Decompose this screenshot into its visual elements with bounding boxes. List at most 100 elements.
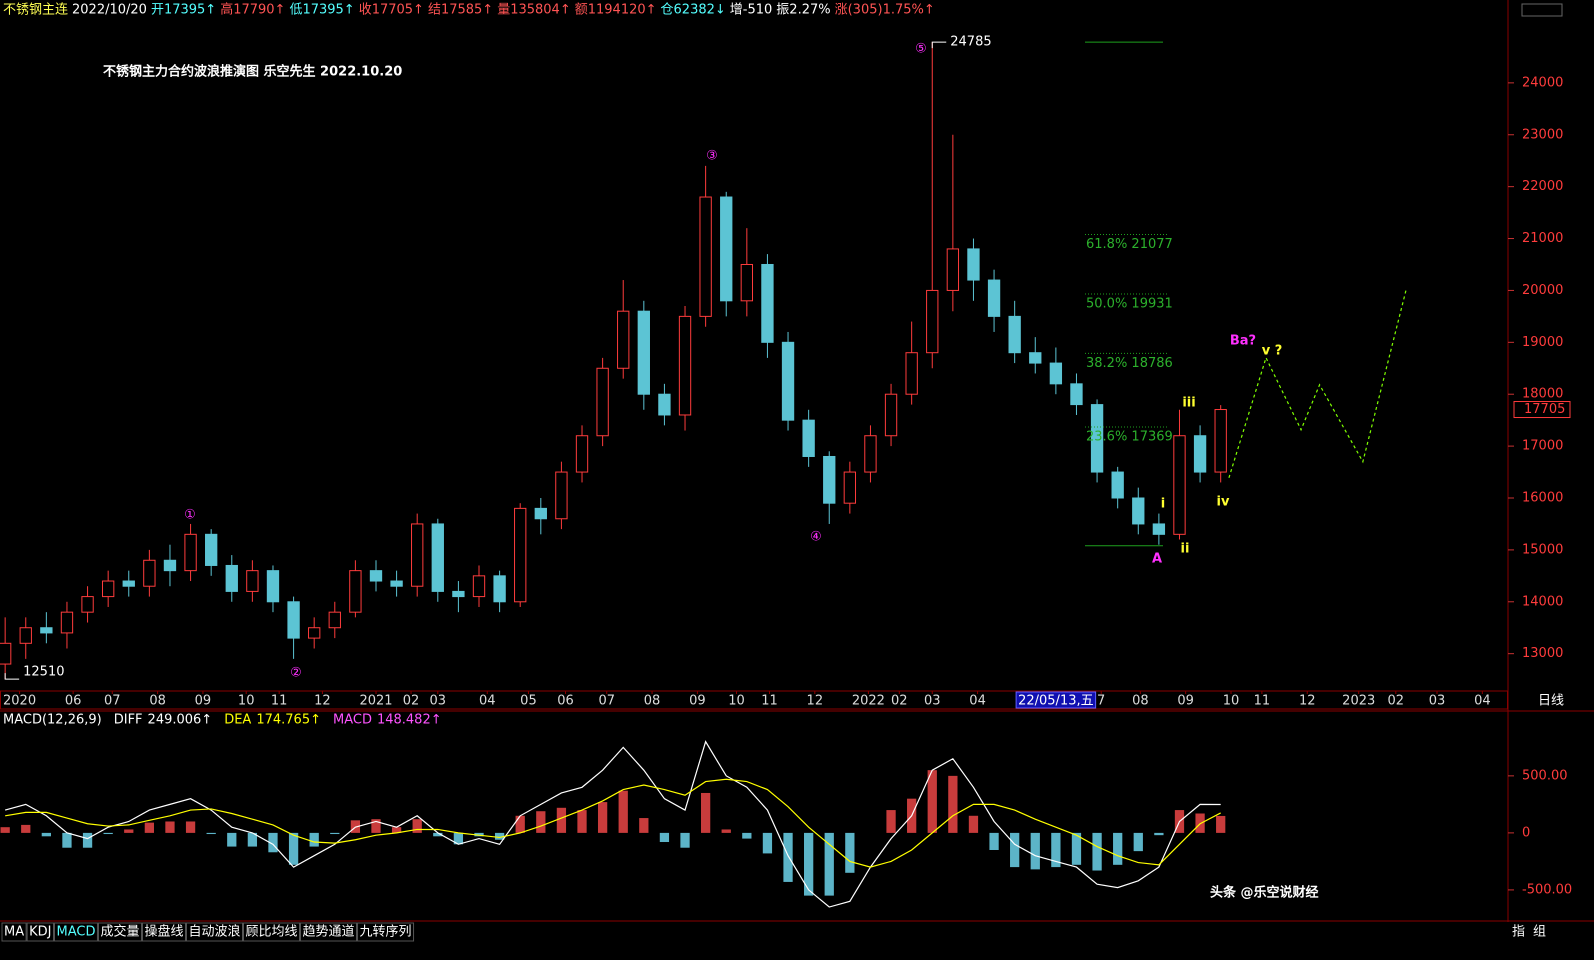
indicator-tab[interactable]: 成交量 — [100, 924, 139, 940]
macd-bar — [206, 832, 216, 835]
wave-label: ③ — [706, 149, 718, 164]
x-tick-label: 10 — [1223, 694, 1240, 709]
candle-body — [761, 263, 774, 343]
x-tick-label: 2022 — [852, 694, 885, 709]
tab-frame — [185, 922, 243, 942]
candle-body — [0, 642, 12, 665]
candle-body — [720, 196, 733, 302]
macd-bar — [824, 832, 834, 896]
macd-bar — [103, 832, 113, 835]
macd-bar — [21, 824, 31, 833]
legend-name: DIFF — [114, 713, 143, 728]
x-tick-label: 02 — [891, 694, 908, 709]
macd-bar — [1113, 832, 1123, 865]
tab-frame — [53, 922, 98, 942]
y-tick-label: 0 — [1522, 825, 1530, 840]
side-tab[interactable]: 指 — [1512, 925, 1525, 940]
candle-body — [1029, 352, 1042, 364]
candle-body — [575, 435, 589, 473]
y-tick-label: 15000 — [1522, 542, 1563, 557]
candle-body — [81, 596, 94, 613]
header-item: 高17790↑ — [220, 2, 285, 18]
candle-body — [184, 533, 197, 572]
candle-body — [328, 611, 341, 629]
chart-title: 不锈钢主力合约波浪推演图 乐空先生 2022.10.20 — [103, 64, 402, 80]
side-tab[interactable]: 组 — [1533, 925, 1546, 940]
wave-label: ④ — [810, 530, 822, 545]
macd-bar — [1071, 832, 1082, 865]
header-item: 收17705↑ — [359, 3, 424, 18]
macd-bar — [618, 790, 628, 833]
macd-bar — [989, 832, 999, 850]
y-tick-label: 19000 — [1522, 335, 1563, 350]
header-item: 增-510 — [730, 3, 773, 18]
indicator-tab[interactable]: MACD — [56, 925, 95, 940]
candle-body — [514, 507, 527, 603]
candle-body — [122, 580, 135, 587]
x-tick-label: 03 — [1429, 694, 1446, 709]
indicator-tab[interactable]: 趋势通道 — [303, 924, 355, 940]
x-tick-label: 09 — [689, 694, 706, 709]
x-tick-label: 12 — [807, 694, 824, 709]
header-item: 量135804↑ — [497, 3, 571, 18]
projection-path — [1228, 289, 1407, 478]
x-tick-label: 10 — [238, 694, 255, 709]
candle-body — [143, 559, 156, 587]
indicator-tab[interactable]: 操盘线 — [144, 924, 183, 940]
macd-bar — [639, 818, 649, 833]
macd-bar — [762, 832, 773, 854]
x-tick-label: 03 — [924, 694, 941, 709]
macd-bar — [515, 815, 525, 833]
candle-body — [60, 611, 74, 634]
candle-body — [225, 564, 238, 592]
indicator-tab[interactable]: 九转序列 — [360, 925, 412, 940]
x-tick-label: 08 — [644, 694, 661, 709]
mini-box — [1521, 3, 1563, 17]
cursor-date-label: 22/05/13,五 — [1018, 694, 1094, 709]
candle-body — [740, 263, 753, 302]
candle-body — [411, 523, 424, 587]
macd-bar — [577, 810, 587, 833]
y-tick-label: 23000 — [1522, 127, 1563, 142]
candle-body — [1090, 404, 1104, 473]
candle-body — [781, 341, 795, 421]
indicator-tab[interactable]: 自动波浪 — [188, 925, 240, 940]
candle-body — [658, 393, 671, 416]
macd-bar — [721, 829, 731, 833]
candle-body — [1111, 471, 1124, 499]
fib-level-label: 50.0% 19931 — [1086, 297, 1173, 312]
macd-bar — [948, 775, 958, 833]
candle-body — [637, 310, 650, 395]
macd-bar — [41, 832, 51, 837]
sub-wave-label: iii — [1182, 396, 1195, 411]
macd-bar — [391, 827, 402, 833]
macd-bar — [185, 821, 196, 833]
macd-bar — [165, 821, 175, 833]
indicator-tab[interactable]: KDJ — [29, 925, 51, 940]
abc-label: A — [1152, 552, 1162, 567]
candle-body — [472, 575, 486, 598]
candle-body — [19, 627, 32, 644]
macd-bar — [0, 827, 10, 833]
indicator-tab[interactable]: 顾比均线 — [246, 925, 298, 940]
candle-body — [926, 289, 939, 354]
candle-body — [266, 570, 280, 603]
header-item: 不锈钢主连 — [3, 2, 68, 18]
max-label: 24785 — [950, 35, 991, 50]
candle-body — [823, 455, 836, 504]
indicator-tab[interactable]: MA — [4, 925, 24, 940]
macd-bar — [309, 832, 319, 847]
candle-body — [308, 627, 321, 639]
tab-frame — [243, 922, 301, 942]
y-tick-label: 22000 — [1522, 179, 1563, 194]
macd-line — [4, 740, 1221, 908]
y-tick-label: 16000 — [1522, 491, 1563, 506]
macd-bar — [62, 832, 72, 848]
candle-body — [205, 533, 218, 566]
abc-label: Ba? — [1230, 334, 1256, 349]
date-axis-band — [0, 690, 1508, 710]
candle-body — [452, 590, 465, 598]
candle-body — [431, 523, 444, 592]
